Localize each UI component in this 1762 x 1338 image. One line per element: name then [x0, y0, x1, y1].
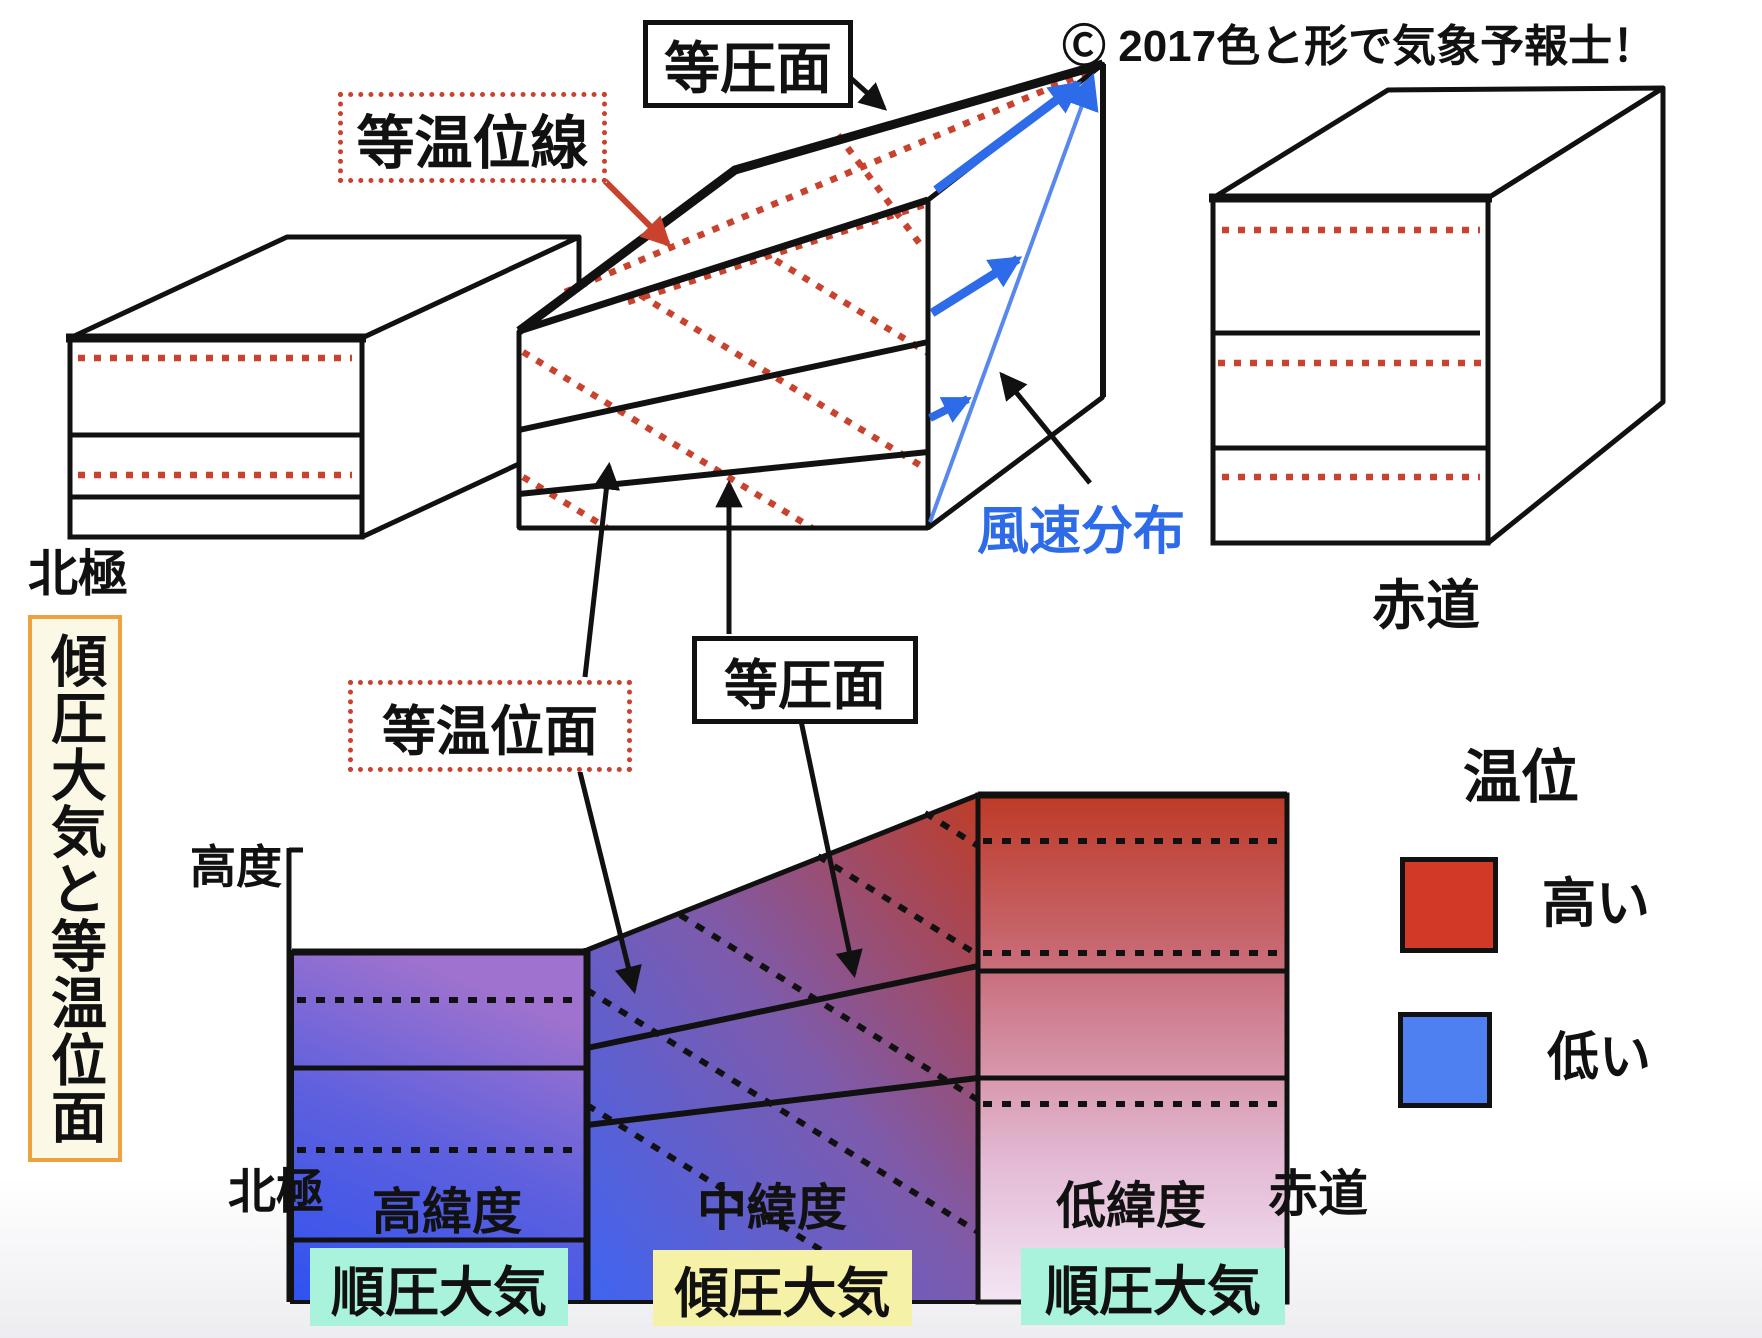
height-axis-label: 高度	[190, 841, 282, 893]
isobar-line	[586, 963, 979, 1051]
isentropic-line-label: 等温位線	[338, 92, 607, 183]
isentrope-dotted-line	[521, 474, 609, 531]
badge-barotropic-left: 順圧大気	[310, 1248, 568, 1326]
latitude-height-cross-section	[286, 715, 1290, 1305]
badge-text: 傾圧大気	[674, 1263, 891, 1324]
isobaric-surface-label-text: 等圧面	[664, 36, 832, 100]
legend-title: 温位	[1463, 745, 1580, 810]
badge-barotropic-right: 順圧大気	[1021, 1248, 1285, 1325]
isentropic-line-label-text: 等温位線	[356, 110, 589, 176]
wedge-front-top-edge	[517, 196, 930, 335]
isentrope-dotted-line	[626, 199, 932, 306]
low-latitude-block	[975, 792, 1290, 1305]
isentrope-dotted-line	[760, 249, 930, 356]
wind-profile-callout-arrow	[999, 371, 1092, 485]
wind-profile-label: 風速分布	[977, 503, 1186, 561]
wind-speed-profile-line	[928, 72, 1099, 523]
isentropic-surface-down-arrow	[575, 763, 642, 995]
badge-text: 順圧大気	[331, 1262, 547, 1323]
x-label-equator: 赤道	[1268, 1166, 1368, 1222]
isobar-line	[586, 1075, 979, 1128]
isobaric-surface-label-text: 等圧面	[724, 655, 886, 716]
legend-swatch-high	[1400, 857, 1498, 953]
isobaric-surface-label-top: 等圧面	[643, 20, 853, 108]
isobaric-surface-down-arrow	[797, 715, 863, 979]
wedge-ridge-edge	[516, 59, 1105, 335]
isentropic-line-callout-arrow	[594, 170, 672, 248]
copyright-text: Ⓒ 2017色と形で気象予報士！	[1062, 22, 1657, 71]
legend-label-low: 低い	[1547, 1029, 1652, 1087]
equator-box-label: 赤道	[1372, 576, 1480, 636]
isentrope-dotted-line	[678, 912, 980, 1103]
badge-text: 順圧大気	[1045, 1262, 1261, 1322]
legend-label-high: 高い	[1542, 874, 1650, 934]
wind-arrow-middle	[929, 255, 1023, 317]
x-label-mid-latitude: 中緯度	[697, 1180, 847, 1236]
midlatitude-wedge	[516, 59, 1106, 531]
wind-arrow-lower	[928, 395, 972, 423]
block-sloped-top-edge	[586, 792, 979, 953]
x-label-high-latitude: 高緯度	[372, 1184, 522, 1240]
isobar-line	[518, 449, 929, 497]
wedge-right-bottom-edge	[926, 394, 1105, 531]
isobar-line	[518, 339, 929, 433]
isentropic-surface-up-arrow	[582, 461, 621, 678]
x-label-low-latitude: 低緯度	[1056, 1178, 1206, 1234]
badge-baroclinic: 傾圧大気	[653, 1250, 912, 1326]
equator-air-column-box	[1209, 85, 1666, 546]
isentropic-surface-label-text: 等温位面	[382, 701, 598, 762]
x-label-north-pole: 北極	[228, 1166, 325, 1219]
legend-swatch-low	[1398, 1012, 1492, 1108]
isentrope-dotted-line	[816, 853, 980, 958]
wind-arrow-upper	[933, 80, 1082, 194]
figure-title-banner: 傾圧大気と等温位面	[28, 615, 122, 1162]
isentrope-dotted-line	[585, 987, 980, 1235]
isentrope-dotted-line	[835, 133, 926, 250]
isentropic-surface-label: 等温位面	[348, 680, 632, 772]
isobaric-surface-label-bottom: 等圧面	[692, 636, 918, 724]
equator-box-front-face	[1210, 195, 1491, 546]
polar-air-column-box	[66, 234, 582, 540]
polar-box-label: 北極	[28, 546, 128, 602]
